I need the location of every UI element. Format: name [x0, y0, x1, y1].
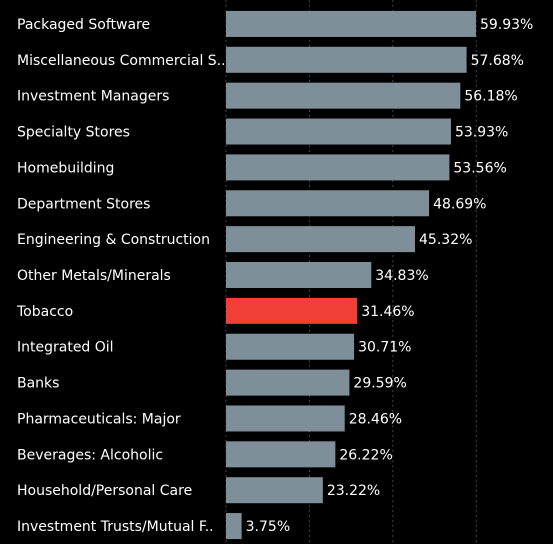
- value-label: 3.75%: [246, 519, 290, 535]
- category-label: Investment Trusts/Mutual F..: [17, 519, 214, 535]
- bar: [226, 262, 372, 288]
- value-label: 31.46%: [361, 304, 414, 320]
- bar: [226, 46, 467, 73]
- bar: [226, 369, 350, 396]
- value-label: 48.69%: [433, 196, 486, 212]
- bar: [226, 513, 242, 540]
- value-label: 56.18%: [464, 89, 517, 105]
- category-label: Packaged Software: [17, 17, 150, 33]
- value-label: 23.22%: [327, 483, 380, 499]
- category-label: Homebuilding: [17, 160, 114, 176]
- value-label: 57.68%: [471, 53, 524, 69]
- category-label: Engineering & Construction: [17, 232, 210, 248]
- bar: [226, 190, 430, 217]
- bar: [226, 226, 416, 253]
- category-label: Household/Personal Care: [17, 483, 192, 499]
- category-label: Miscellaneous Commercial S..: [17, 53, 226, 69]
- value-label: 53.93%: [455, 125, 508, 141]
- category-label: Pharmaceuticals: Major: [17, 411, 181, 427]
- category-label: Integrated Oil: [17, 340, 114, 356]
- category-label: Beverages: Alcoholic: [17, 447, 163, 463]
- bar: [226, 297, 358, 324]
- category-label: Banks: [17, 376, 59, 392]
- category-label: Specialty Stores: [17, 125, 130, 141]
- category-label: Other Metals/Minerals: [17, 268, 171, 284]
- bar: [226, 441, 336, 468]
- value-label: 30.71%: [358, 340, 411, 356]
- value-label: 45.32%: [419, 232, 472, 248]
- category-label: Department Stores: [17, 196, 150, 212]
- value-label: 29.59%: [353, 376, 406, 392]
- value-label: 59.93%: [480, 17, 533, 33]
- bar: [226, 477, 323, 504]
- bar: [226, 118, 451, 145]
- bar: [226, 10, 476, 37]
- category-label: Investment Managers: [17, 89, 169, 105]
- value-label: 53.56%: [453, 160, 506, 176]
- category-label: Tobacco: [16, 304, 73, 320]
- value-label: 34.83%: [375, 268, 428, 284]
- bar: [226, 333, 355, 360]
- bar: [226, 82, 461, 109]
- value-label: 28.46%: [349, 411, 402, 427]
- bar: [226, 154, 450, 181]
- bar: [226, 405, 345, 432]
- value-label: 26.22%: [339, 447, 392, 463]
